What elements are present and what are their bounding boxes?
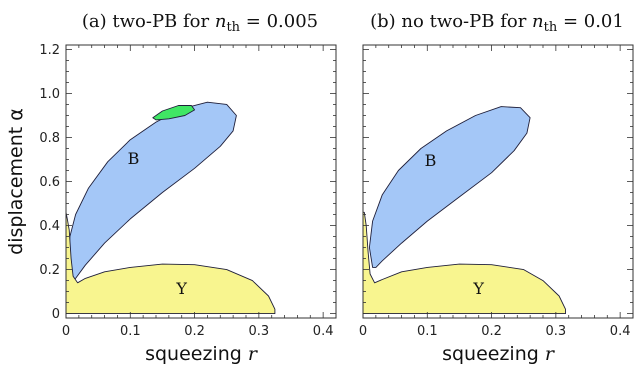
region-b-label: B <box>128 149 140 168</box>
y-tick-label: 1.2 <box>39 43 60 58</box>
y-tick-label: 0.8 <box>39 131 60 146</box>
region-y-label: Y <box>472 279 484 298</box>
y-tick-label: 0.6 <box>39 175 60 190</box>
panel-a: B Y 0 0.1 0.2 0.3 0.4 0 0.2 0.4 0.6 0.8 1.0 1.2 (a) tw… <box>5 11 337 365</box>
y-axis-label: displacement α <box>5 108 27 255</box>
panel-title: (b) no two-PB for nth = 0.01 <box>370 11 624 35</box>
y-tick-label: 0 <box>52 307 60 322</box>
region-y <box>362 211 566 315</box>
region-y-label: Y <box>175 279 187 298</box>
x-tick-label: 0.2 <box>481 324 502 339</box>
x-tick-label: 0 <box>62 324 70 339</box>
panel-b: B Y 0 0.1 0.2 0.3 0.4 (b) no two-PB for nth = 0… <box>359 11 634 365</box>
region-b <box>368 106 531 268</box>
region-y <box>65 211 276 315</box>
x-tick-label: 0.3 <box>546 324 567 339</box>
x-tick-label: 0.4 <box>610 324 631 339</box>
y-tick-label: 1.0 <box>39 87 60 102</box>
x-axis-label: squeezing r <box>442 343 556 365</box>
panel-title: (a) two-PB for nth = 0.005 <box>82 11 318 35</box>
x-tick-label: 0.3 <box>249 324 270 339</box>
region-b <box>68 101 237 279</box>
x-tick-label: 0 <box>359 324 367 339</box>
x-axis-label: squeezing r <box>145 343 259 365</box>
y-tick-label: 0.4 <box>39 219 60 234</box>
region-two-pb <box>152 105 196 121</box>
region-b-label: B <box>425 151 437 170</box>
x-tick-label: 0.4 <box>313 324 334 339</box>
x-tick-label: 0.2 <box>184 324 205 339</box>
x-tick-label: 0.1 <box>120 324 141 339</box>
x-tick-label: 0.1 <box>417 324 438 339</box>
y-tick-label: 0.2 <box>39 263 60 278</box>
